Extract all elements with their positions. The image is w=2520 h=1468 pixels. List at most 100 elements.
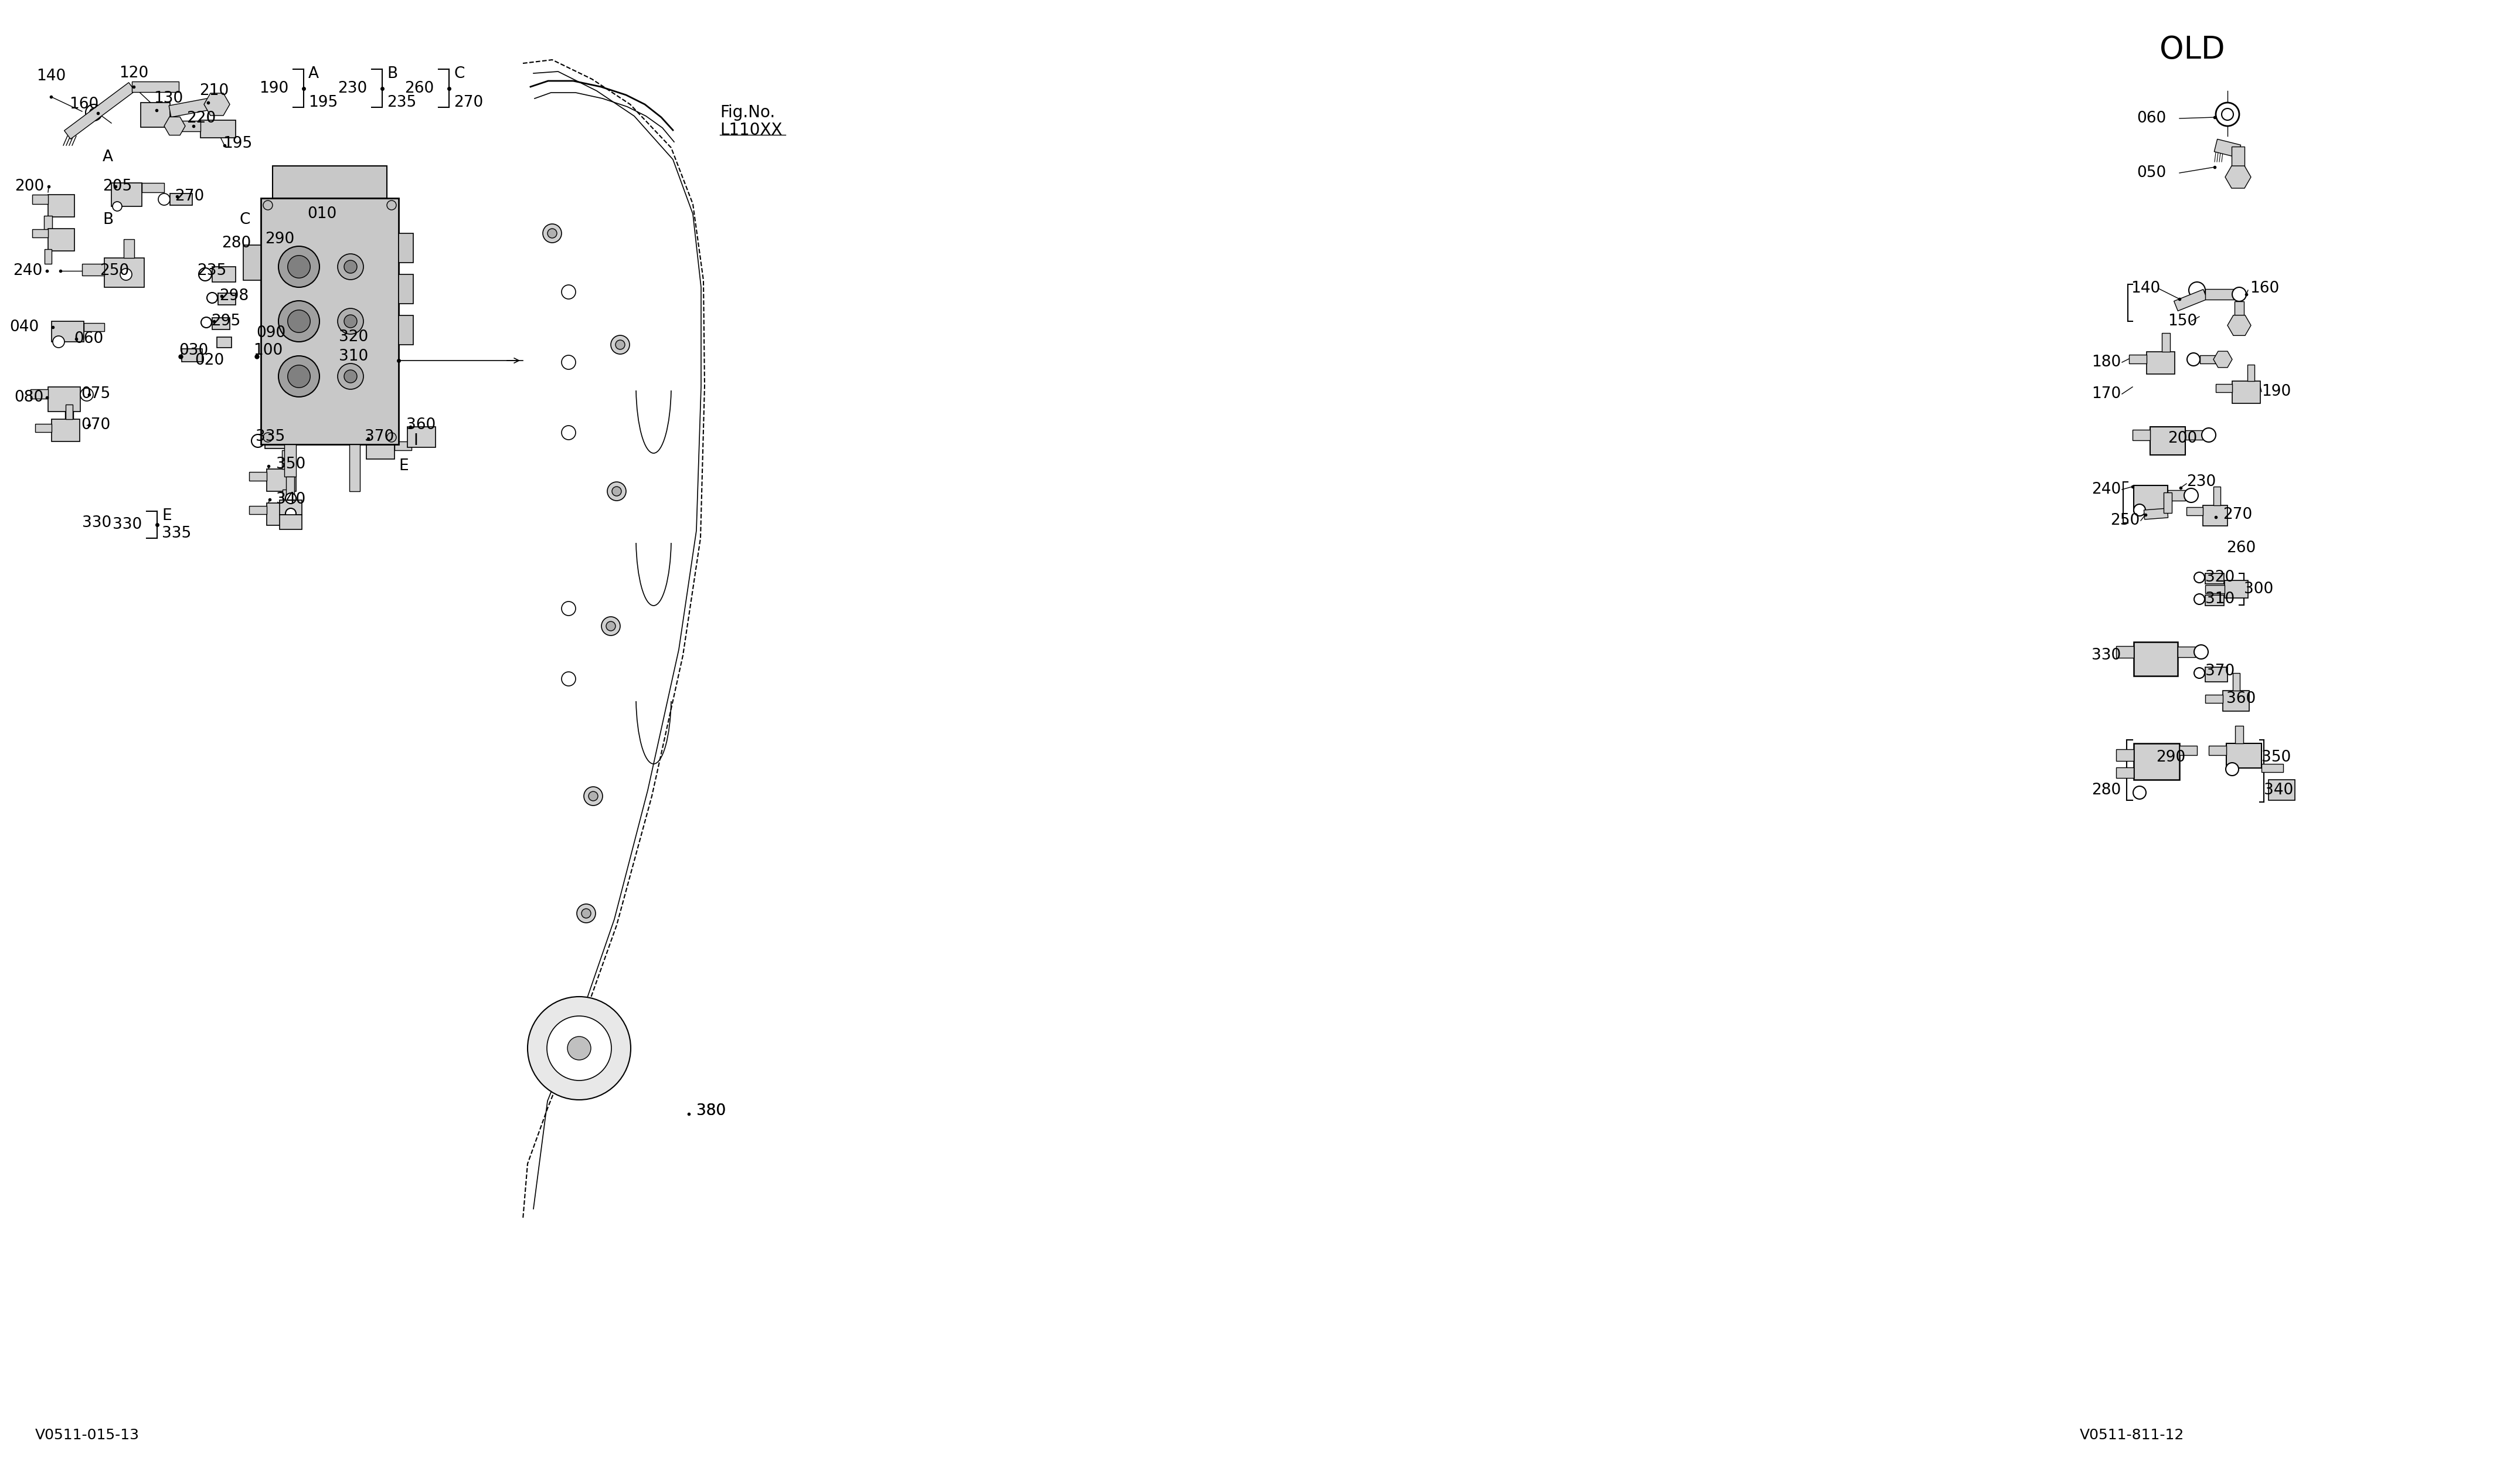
Text: 200: 200	[15, 179, 43, 194]
Text: 360: 360	[406, 417, 436, 433]
Polygon shape	[2260, 763, 2283, 772]
Text: 260: 260	[2225, 540, 2255, 556]
Circle shape	[2195, 595, 2205, 605]
Bar	[48, 388, 81, 411]
Polygon shape	[33, 229, 48, 238]
Polygon shape	[282, 489, 290, 504]
Circle shape	[615, 341, 625, 349]
Text: 360: 360	[2225, 691, 2255, 706]
Bar	[48, 195, 76, 217]
Text: 030: 030	[179, 344, 209, 358]
Circle shape	[2132, 787, 2147, 799]
Circle shape	[562, 426, 575, 440]
Bar	[2205, 666, 2228, 681]
Text: L110XX: L110XX	[721, 122, 781, 138]
Bar	[2225, 580, 2248, 597]
Text: 240: 240	[13, 263, 43, 279]
Polygon shape	[2132, 430, 2150, 440]
Polygon shape	[2167, 490, 2185, 501]
Text: 340: 340	[277, 492, 305, 506]
Circle shape	[567, 1036, 590, 1060]
Polygon shape	[2200, 355, 2218, 364]
Text: 150: 150	[2167, 314, 2197, 329]
Polygon shape	[350, 445, 360, 492]
Polygon shape	[2180, 746, 2197, 755]
Polygon shape	[2215, 385, 2233, 392]
Text: 290: 290	[265, 232, 295, 247]
Text: 040: 040	[10, 320, 40, 335]
Bar	[267, 504, 295, 526]
Text: 060: 060	[2137, 110, 2167, 126]
Text: 270: 270	[454, 95, 484, 110]
Text: 330: 330	[83, 515, 111, 530]
Circle shape	[610, 335, 630, 354]
Text: 280: 280	[222, 236, 252, 251]
Circle shape	[121, 269, 131, 280]
Polygon shape	[123, 239, 134, 258]
Text: 220: 220	[186, 110, 217, 126]
Bar	[2147, 352, 2175, 374]
Bar	[398, 275, 413, 304]
Circle shape	[562, 285, 575, 299]
Text: 340: 340	[2263, 782, 2293, 799]
Polygon shape	[2228, 316, 2250, 336]
Text: 350: 350	[277, 457, 305, 471]
Polygon shape	[169, 97, 217, 117]
Text: 210: 210	[199, 84, 229, 98]
Polygon shape	[2208, 746, 2225, 755]
Bar	[2205, 574, 2225, 584]
Circle shape	[547, 229, 557, 238]
Circle shape	[285, 508, 295, 518]
Polygon shape	[2205, 694, 2223, 703]
Circle shape	[277, 301, 320, 342]
Circle shape	[338, 308, 363, 335]
Circle shape	[388, 201, 396, 210]
Bar	[202, 120, 237, 138]
Polygon shape	[2175, 289, 2208, 311]
Text: 240: 240	[2092, 482, 2122, 498]
Circle shape	[2134, 504, 2145, 515]
Bar	[267, 468, 295, 492]
Bar	[2134, 486, 2167, 512]
Polygon shape	[141, 184, 164, 192]
Text: 310: 310	[2205, 592, 2235, 606]
Text: 298: 298	[219, 288, 249, 304]
Circle shape	[252, 435, 265, 448]
Text: 160: 160	[2250, 280, 2278, 297]
Circle shape	[2202, 429, 2215, 442]
Text: 235: 235	[388, 95, 416, 110]
Bar	[2223, 690, 2250, 711]
Polygon shape	[2235, 301, 2243, 326]
Polygon shape	[2129, 354, 2147, 363]
Circle shape	[562, 602, 575, 615]
Bar	[280, 515, 302, 530]
Text: 350: 350	[2260, 750, 2291, 765]
Bar	[262, 198, 398, 445]
Text: 230: 230	[338, 81, 368, 95]
Bar	[141, 103, 169, 128]
Text: 330: 330	[2092, 647, 2122, 664]
Bar	[408, 427, 436, 448]
Text: I: I	[413, 433, 418, 449]
Text: 330: 330	[113, 517, 141, 533]
Polygon shape	[66, 411, 73, 429]
Polygon shape	[2213, 486, 2220, 505]
Polygon shape	[30, 389, 48, 399]
Circle shape	[388, 433, 396, 442]
Bar	[2225, 743, 2260, 768]
Polygon shape	[164, 117, 186, 135]
Circle shape	[607, 482, 625, 501]
Text: 010: 010	[307, 207, 338, 222]
Circle shape	[2223, 109, 2233, 120]
Polygon shape	[2213, 351, 2233, 367]
Polygon shape	[45, 250, 50, 264]
Text: V0511-015-13: V0511-015-13	[35, 1428, 139, 1442]
Bar	[212, 267, 237, 282]
Text: V0511-811-12: V0511-811-12	[2079, 1428, 2185, 1442]
Text: B: B	[103, 213, 113, 228]
Polygon shape	[2145, 508, 2167, 520]
Polygon shape	[2117, 646, 2134, 658]
Polygon shape	[2233, 147, 2245, 176]
Circle shape	[207, 292, 217, 302]
Circle shape	[2233, 288, 2245, 301]
